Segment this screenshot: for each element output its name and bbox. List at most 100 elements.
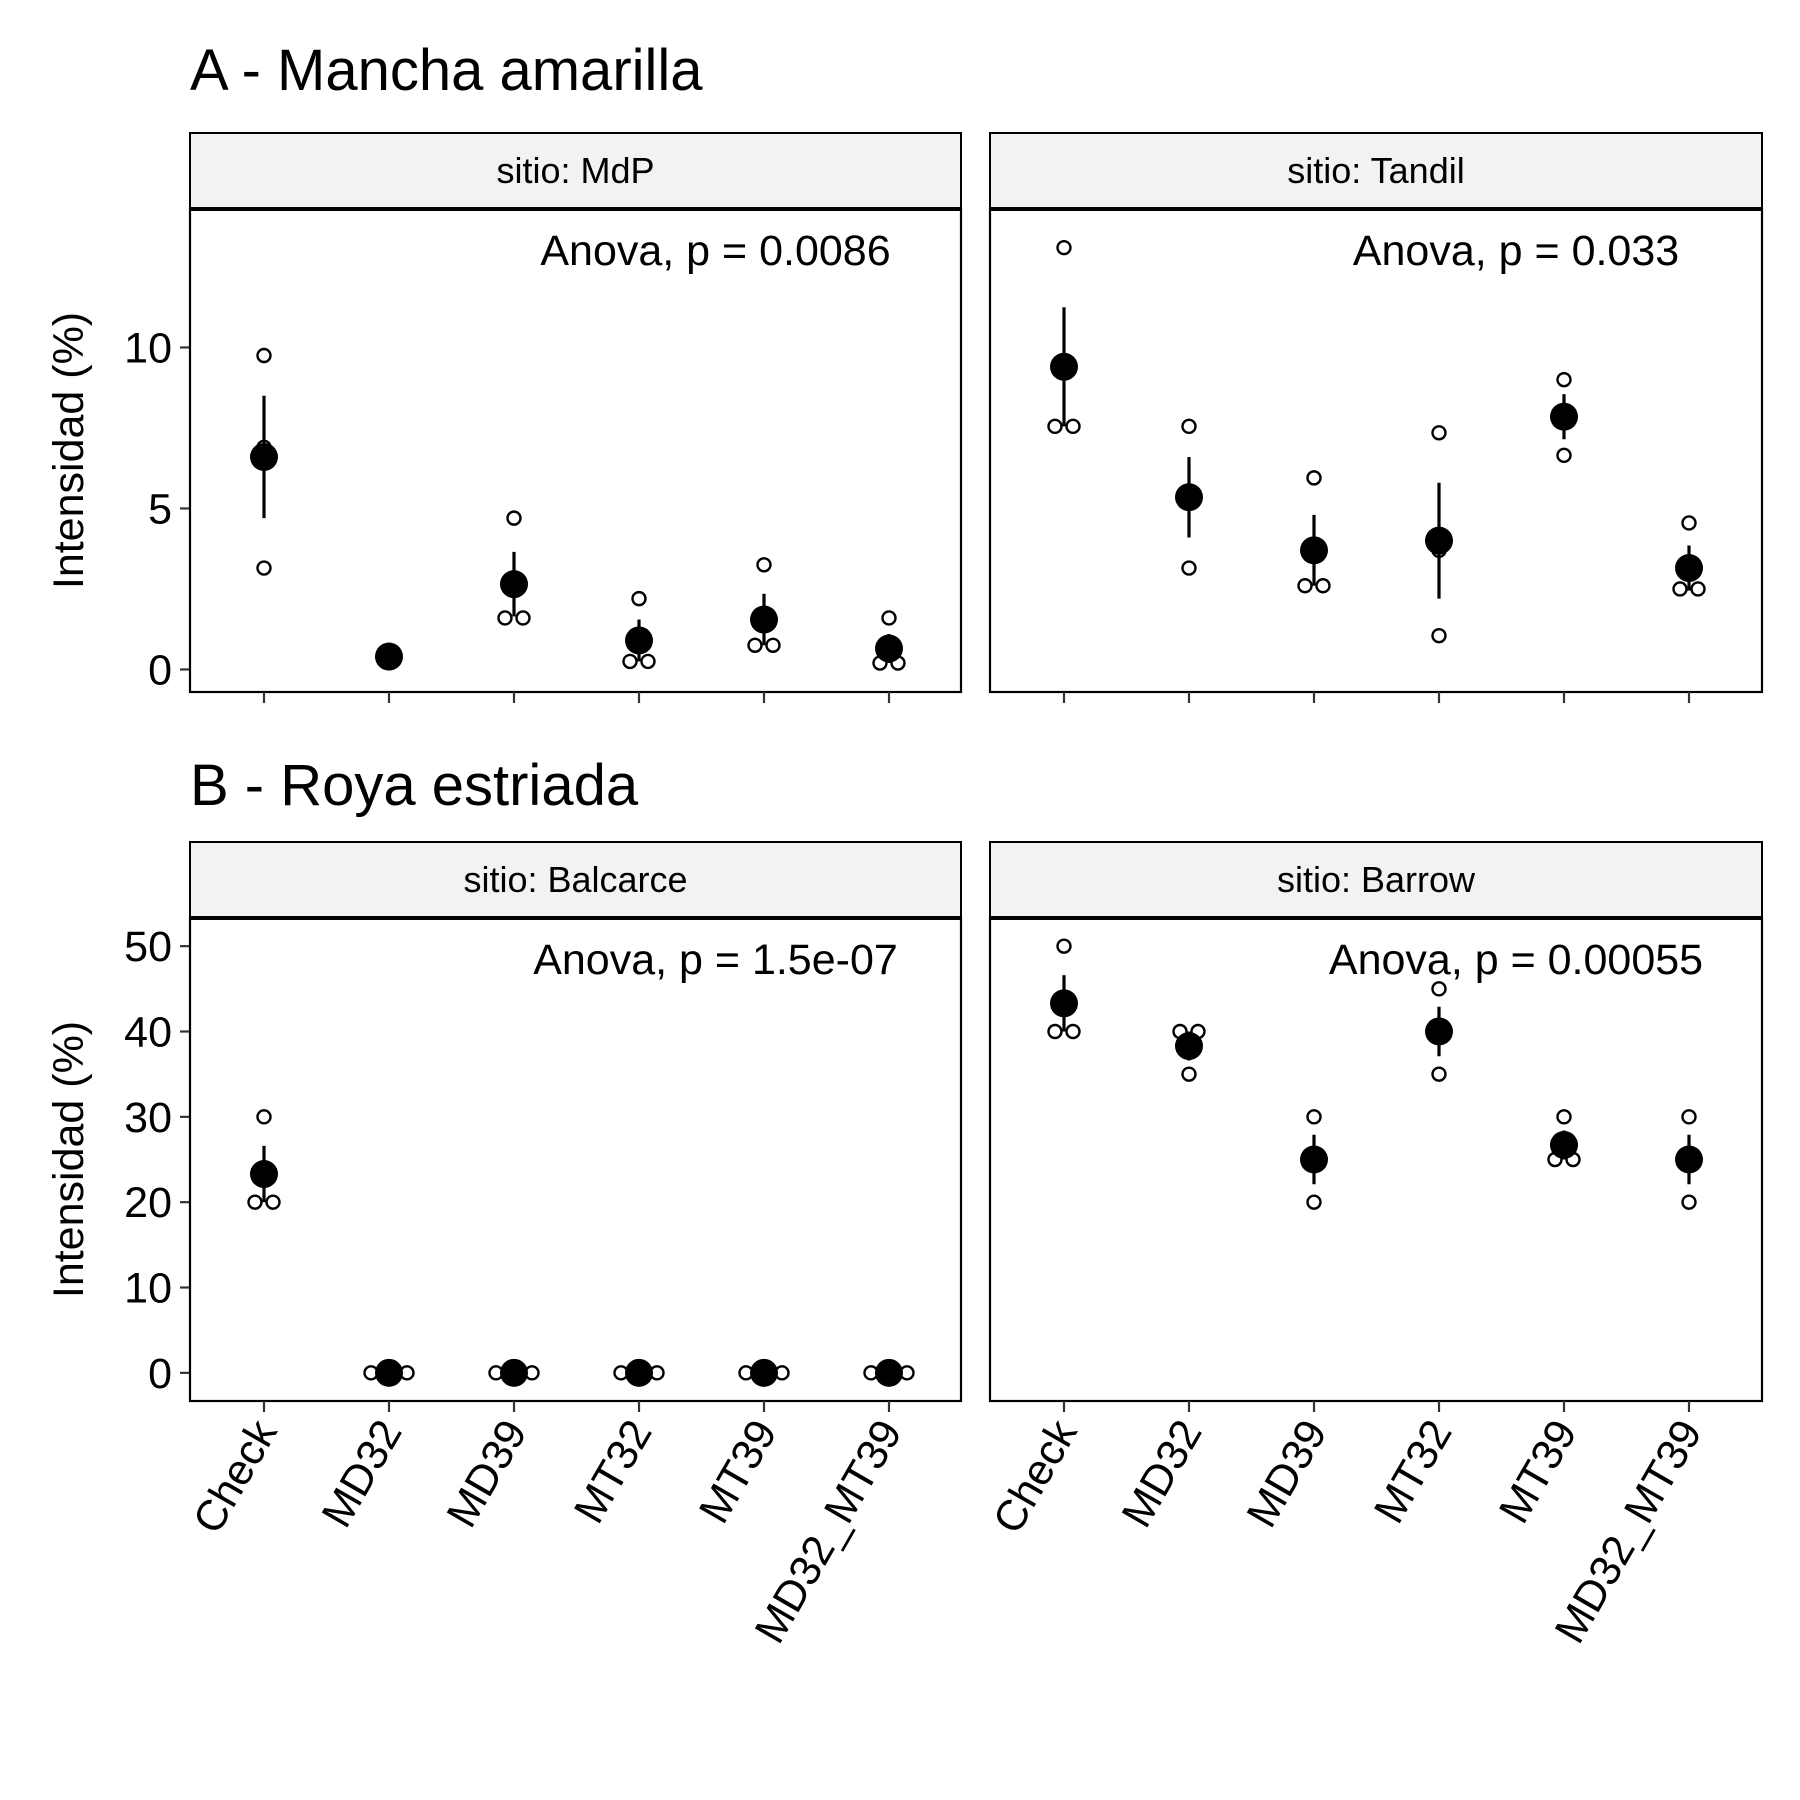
mean-point: [250, 442, 278, 471]
facet-strip-label: sitio: Tandil: [1287, 150, 1464, 191]
observation-point: [1306, 1109, 1322, 1125]
y-tick-label: 0: [148, 1350, 172, 1398]
facet-strip: [989, 132, 1763, 210]
x-tick-label: MD32: [1113, 1412, 1212, 1535]
observation-point: [256, 347, 272, 364]
mean-point: [1300, 1145, 1328, 1174]
facet-strip-label: sitio: Barrow: [1277, 859, 1476, 900]
observation-point: [1181, 1066, 1197, 1082]
mean-point: [375, 642, 403, 671]
mean-point: [750, 1358, 778, 1387]
x-tick-label: MT32: [565, 1412, 662, 1531]
y-tick-label: 10: [124, 324, 172, 372]
mean-point: [1050, 989, 1078, 1018]
chart-title-b: B - Roya estriada: [190, 753, 639, 818]
observation-point: [1065, 418, 1081, 435]
facet-panel: sitio: MdP Anova, p = 0.0086: [188, 132, 963, 703]
x-tick-label: MD39: [438, 1412, 537, 1535]
observation-point: [1431, 627, 1447, 644]
observation-point: [256, 1109, 272, 1125]
y-tick-label: 50: [124, 923, 172, 971]
observation-point: [1065, 1023, 1081, 1040]
y-axis-title: Intensidad (%): [45, 312, 93, 589]
observation-point: [1431, 425, 1447, 441]
y-tick-label: 5: [148, 485, 172, 533]
x-tick-label: MD32: [313, 1412, 412, 1535]
mean-point: [875, 1358, 903, 1387]
observation-point: [881, 610, 897, 626]
mean-point: [1425, 526, 1453, 555]
y-tick-label: 0: [148, 646, 172, 694]
observation-point: [1431, 1066, 1447, 1082]
panel-border: [988, 916, 1764, 1403]
anova-annotation: Anova, p = 0.00055: [1329, 936, 1703, 984]
observation-point: [256, 560, 272, 576]
observation-point: [1672, 581, 1688, 597]
mean-point: [1050, 352, 1078, 381]
mean-point: [1300, 536, 1328, 565]
observation-point: [622, 653, 638, 670]
observation-point: [1181, 560, 1197, 576]
panel-border: [188, 916, 963, 1403]
observation-point: [247, 1194, 263, 1210]
facet-strip: [989, 841, 1763, 919]
y-tick-label: 10: [124, 1265, 172, 1313]
x-tick-label: MT39: [1490, 1412, 1587, 1531]
mean-point: [250, 1160, 278, 1189]
mean-point: [500, 570, 528, 599]
observation-point: [506, 510, 522, 526]
observation-point: [515, 610, 531, 626]
observation-point: [1047, 1023, 1063, 1040]
observation-point: [1681, 1109, 1697, 1125]
y-tick-label: 40: [124, 1008, 172, 1056]
observation-point: [640, 653, 656, 670]
observation-point: [1306, 1194, 1322, 1210]
mean-point: [625, 626, 653, 655]
mean-point: [1550, 402, 1578, 431]
anova-annotation: Anova, p = 1.5e-07: [533, 936, 898, 984]
observation-point: [1297, 578, 1313, 594]
facet-strip-label: sitio: MdP: [496, 150, 654, 191]
mean-point: [375, 1358, 403, 1387]
mean-point: [1175, 483, 1203, 512]
observation-point: [1681, 515, 1697, 531]
facet-strip-label: sitio: Balcarce: [463, 859, 687, 900]
observation-point: [1047, 418, 1063, 435]
observation-point: [631, 590, 647, 607]
chart-title-a: A - Mancha amarilla: [190, 38, 703, 103]
observation-point: [756, 557, 772, 573]
observation-point: [497, 610, 513, 626]
observation-point: [1306, 470, 1322, 486]
facet-panel: sitio: Barrow Anova, p = 0.00055 Check MD32…: [984, 841, 1764, 1651]
plot-area: Intensidad (%) 0 5 10 sitio: MdP Anova, p = 0…: [45, 132, 1764, 1651]
y-axis-title: Intensidad (%): [45, 1021, 93, 1298]
facet-strip: [189, 841, 962, 919]
mean-point: [1675, 554, 1703, 583]
observation-point: [1056, 938, 1072, 954]
anova-annotation: Anova, p = 0.0086: [540, 227, 890, 275]
observation-point: [747, 637, 763, 654]
mean-point: [625, 1358, 653, 1387]
facet-strip: [189, 132, 962, 210]
observation-point: [1556, 1109, 1572, 1125]
panel-border: [988, 207, 1764, 694]
facet-panel: sitio: Tandil Anova, p = 0.033: [988, 132, 1764, 703]
observation-point: [1181, 418, 1197, 435]
x-tick-label: Check: [984, 1412, 1087, 1542]
mean-point: [875, 634, 903, 663]
x-tick-label: MD39: [1238, 1412, 1337, 1535]
y-tick-label: 30: [124, 1094, 172, 1142]
observation-point: [1690, 581, 1706, 597]
observation-point: [765, 637, 781, 654]
panel-border: [188, 207, 963, 694]
y-tick-label: 20: [124, 1179, 172, 1227]
observation-point: [1315, 578, 1331, 594]
x-tick-label: MT32: [1365, 1412, 1462, 1531]
mean-point: [1675, 1145, 1703, 1174]
anova-annotation: Anova, p = 0.033: [1353, 227, 1679, 275]
facet-panel: sitio: Balcarce Anova, p = 1.5e-07 Check MD…: [184, 841, 963, 1651]
mean-point: [1175, 1032, 1203, 1061]
observation-point: [1681, 1194, 1697, 1210]
x-tick-label: Check: [184, 1412, 287, 1542]
